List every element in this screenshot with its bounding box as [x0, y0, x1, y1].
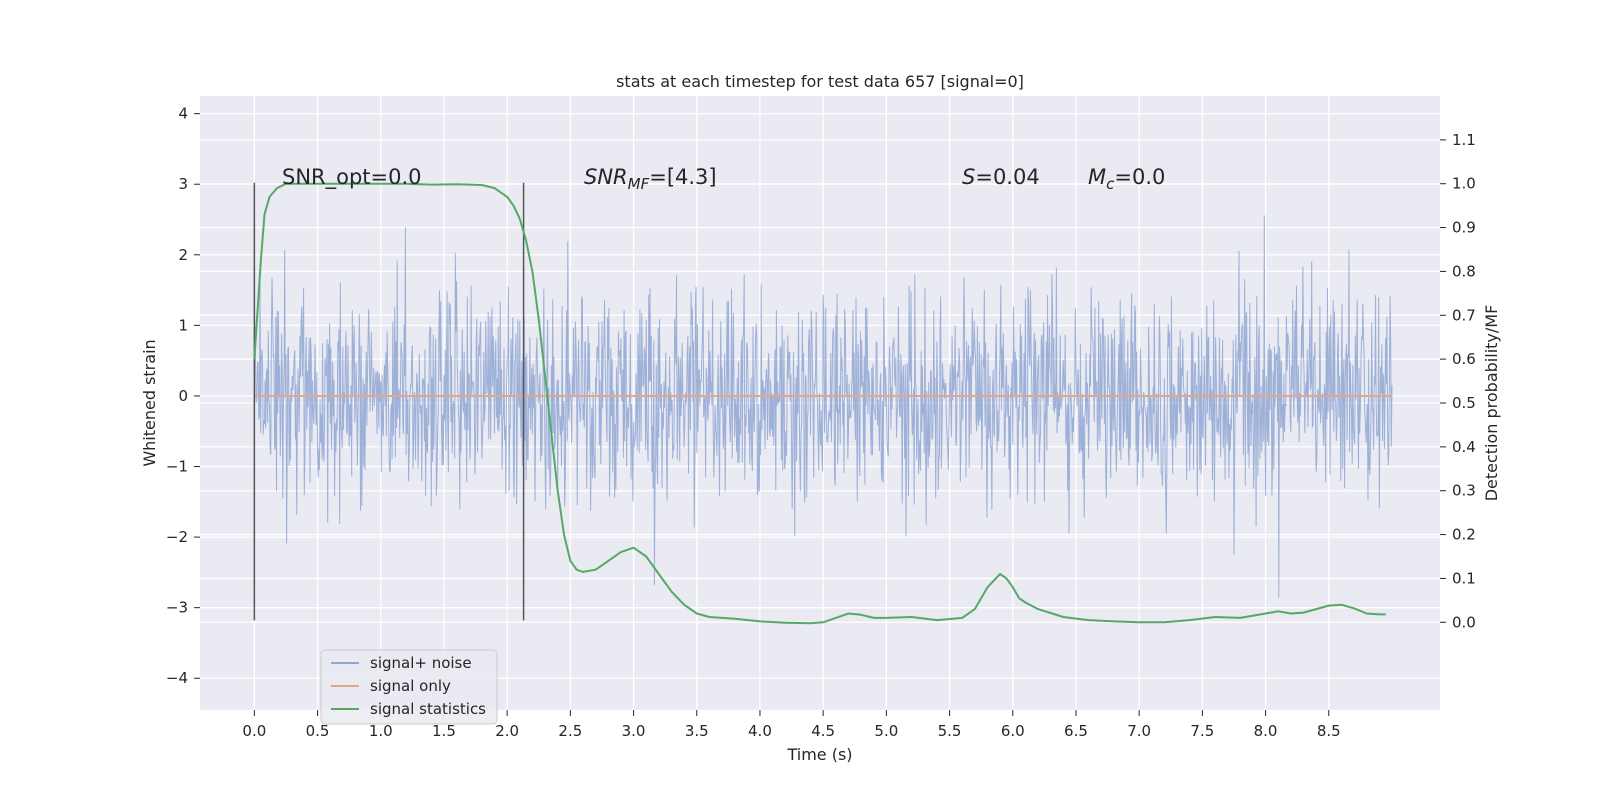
signal-statistics-line — [253, 182, 1386, 625]
y2-tick-label: 0.7 — [1452, 306, 1476, 324]
y-tick-label: −1 — [166, 458, 188, 476]
x-tick-label: 4.0 — [748, 722, 772, 740]
legend-label-signal-only: signal only — [370, 677, 451, 695]
y2-tick-label: 0.9 — [1452, 219, 1476, 237]
y2-tick-label: 1.1 — [1452, 131, 1476, 149]
noise-trace — [253, 215, 1393, 598]
y2-tick-label: 0.5 — [1452, 394, 1476, 412]
y-tick-label: 4 — [178, 105, 188, 123]
y-tick-label: −2 — [166, 528, 188, 546]
x-tick-label: 7.0 — [1127, 722, 1151, 740]
y2-axis-label: Detection probability/MF — [1482, 305, 1501, 502]
y2-axis-ticks: 1.1 1.0 0.9 0.8 0.7 0.6 0.5 0.4 0.3 0.2 0.1 0.0 — [1440, 131, 1476, 631]
x-tick-label: 0.0 — [242, 722, 266, 740]
y-tick-label: −3 — [166, 599, 188, 617]
vertical-markers — [253, 182, 525, 621]
y2-tick-label: 0.1 — [1452, 569, 1476, 587]
x-tick-label: 1.0 — [369, 722, 393, 740]
x-axis-ticks: 0.0 0.5 1.0 1.5 2.0 2.5 3.0 3.5 4.0 4.5 5.0 5.5 6.0 6… — [242, 710, 1341, 740]
y-tick-label: 3 — [178, 175, 188, 193]
x-tick-label: 5.0 — [874, 722, 898, 740]
annotation-snr-mf: SNRMF=[4.3] — [584, 165, 717, 193]
y2-tick-label: 0.3 — [1452, 482, 1476, 500]
x-tick-label: 8.5 — [1317, 722, 1341, 740]
annotation-s: S=0.04 — [962, 165, 1040, 189]
legend: signal+ noise signal only signal statist… — [320, 649, 498, 725]
x-tick-label: 8.0 — [1254, 722, 1278, 740]
y2-tick-label: 0.2 — [1452, 526, 1476, 544]
y2-tick-label: 1.0 — [1452, 175, 1476, 193]
y2-tick-label: 0.6 — [1452, 350, 1476, 368]
y2-tick-label: 0.0 — [1452, 613, 1476, 631]
x-tick-label: 3.5 — [685, 722, 709, 740]
x-tick-label: 6.5 — [1064, 722, 1088, 740]
x-tick-label: 2.5 — [558, 722, 582, 740]
x-tick-label: 5.5 — [938, 722, 962, 740]
legend-label-signal-statistics: signal statistics — [370, 700, 486, 718]
y-axis-label: Whitened strain — [140, 339, 159, 466]
series-signal-noise — [253, 215, 1393, 598]
x-tick-label: 7.5 — [1190, 722, 1214, 740]
x-tick-label: 4.5 — [811, 722, 835, 740]
x-tick-label: 6.0 — [1001, 722, 1025, 740]
y-tick-label: 0 — [178, 387, 188, 405]
y-axis-ticks: 4 3 2 1 0 −1 −2 −3 −4 — [166, 105, 200, 687]
x-tick-label: 0.5 — [306, 722, 330, 740]
x-tick-label: 2.0 — [495, 722, 519, 740]
annotation-mc: Mc=0.0 — [1088, 165, 1165, 193]
y2-tick-label: 0.4 — [1452, 438, 1476, 456]
x-tick-label: 3.0 — [622, 722, 646, 740]
series-signal-statistics — [253, 182, 1386, 625]
annotation-snr-opt: SNR_opt=0.0 — [282, 165, 422, 190]
y-tick-label: −4 — [166, 669, 188, 687]
legend-label-signal-noise: signal+ noise — [370, 654, 472, 672]
x-axis-label: Time (s) — [786, 745, 852, 764]
y-tick-label: 1 — [178, 316, 188, 334]
legend-box — [320, 649, 498, 725]
y2-tick-label: 0.8 — [1452, 262, 1476, 280]
x-tick-label: 1.5 — [432, 722, 456, 740]
y-tick-label: 2 — [178, 246, 188, 264]
chart-title: stats at each timestep for test data 657… — [616, 72, 1024, 91]
